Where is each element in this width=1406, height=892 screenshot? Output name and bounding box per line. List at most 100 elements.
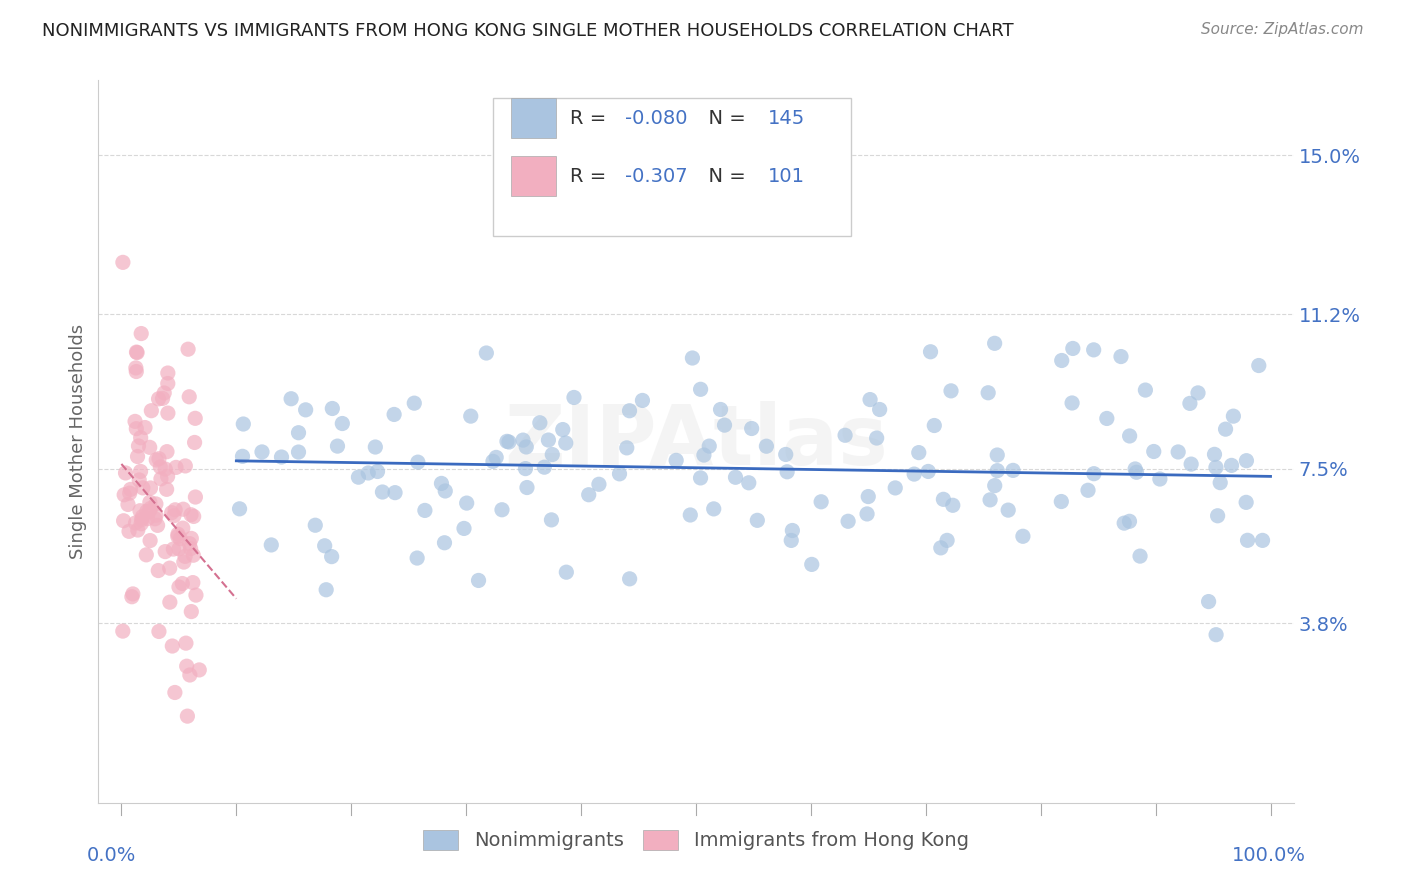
- Bar: [510, 98, 557, 138]
- Point: [866, 431, 889, 445]
- Point: [782, 524, 804, 538]
- Point: [180, 532, 202, 546]
- Point: [453, 521, 475, 535]
- Point: [713, 418, 735, 433]
- Point: [127, 345, 149, 359]
- Point: [1215, 422, 1237, 436]
- Point: [315, 582, 337, 597]
- Point: [541, 448, 564, 462]
- Point: [540, 513, 562, 527]
- Point: [939, 384, 962, 398]
- Point: [131, 513, 153, 527]
- Point: [1167, 445, 1189, 459]
- Y-axis label: Single Mother Households: Single Mother Households: [69, 324, 87, 559]
- Point: [1236, 533, 1258, 548]
- Point: [156, 366, 179, 380]
- Text: -0.080: -0.080: [626, 109, 688, 128]
- Point: [537, 433, 560, 447]
- Point: [1125, 465, 1147, 479]
- Point: [125, 365, 148, 379]
- Point: [172, 576, 194, 591]
- Point: [498, 435, 520, 450]
- Text: 0.0%: 0.0%: [87, 847, 136, 865]
- Point: [1187, 385, 1209, 400]
- Point: [1062, 342, 1084, 356]
- Point: [173, 555, 195, 569]
- Point: [433, 535, 456, 549]
- Point: [430, 476, 453, 491]
- Point: [136, 511, 159, 525]
- Point: [977, 385, 1000, 400]
- Point: [177, 342, 200, 356]
- Point: [619, 572, 641, 586]
- Point: [697, 439, 720, 453]
- Point: [917, 465, 939, 479]
- Point: [679, 508, 702, 522]
- Point: [330, 417, 353, 431]
- Point: [983, 478, 1005, 492]
- Point: [1198, 594, 1220, 608]
- Point: [169, 532, 191, 546]
- Point: [371, 485, 394, 500]
- Point: [167, 541, 190, 556]
- Point: [533, 460, 555, 475]
- Point: [127, 439, 149, 453]
- Point: [149, 472, 172, 486]
- Point: [1118, 429, 1140, 443]
- Point: [152, 392, 174, 406]
- Point: [986, 448, 1008, 462]
- Point: [232, 417, 254, 431]
- Point: [929, 541, 952, 555]
- Point: [129, 431, 152, 445]
- Point: [1206, 508, 1229, 523]
- Text: N =: N =: [696, 167, 752, 186]
- Point: [280, 392, 302, 406]
- Point: [1114, 516, 1136, 530]
- Point: [184, 588, 207, 602]
- Point: [665, 453, 688, 467]
- Point: [156, 406, 179, 420]
- Point: [810, 495, 832, 509]
- Point: [139, 501, 162, 516]
- Point: [162, 639, 184, 653]
- Point: [124, 414, 146, 428]
- Point: [406, 551, 429, 566]
- Point: [755, 439, 778, 453]
- Point: [128, 473, 150, 487]
- Point: [172, 502, 194, 516]
- Point: [903, 467, 925, 481]
- Point: [800, 558, 823, 572]
- Point: [156, 444, 179, 458]
- Point: [148, 624, 170, 639]
- Point: [326, 439, 349, 453]
- Point: [689, 471, 711, 485]
- Point: [135, 504, 157, 518]
- Point: [184, 490, 207, 504]
- Point: [129, 326, 152, 341]
- Point: [121, 590, 143, 604]
- Point: [1002, 463, 1025, 477]
- Point: [406, 455, 429, 469]
- Point: [118, 486, 141, 500]
- Point: [1109, 350, 1132, 364]
- Point: [111, 624, 134, 639]
- Point: [467, 574, 489, 588]
- Point: [155, 462, 177, 476]
- Point: [304, 518, 326, 533]
- Point: [1083, 343, 1105, 357]
- Point: [156, 483, 179, 497]
- Point: [983, 336, 1005, 351]
- Point: [1129, 549, 1152, 563]
- Point: [747, 513, 769, 527]
- Point: [146, 518, 169, 533]
- Point: [578, 488, 600, 502]
- Point: [1123, 462, 1146, 476]
- Point: [156, 469, 179, 483]
- Point: [172, 521, 194, 535]
- Point: [364, 440, 387, 454]
- Point: [741, 421, 763, 435]
- Point: [347, 470, 370, 484]
- Point: [174, 549, 197, 564]
- Point: [179, 536, 201, 550]
- Point: [1178, 396, 1201, 410]
